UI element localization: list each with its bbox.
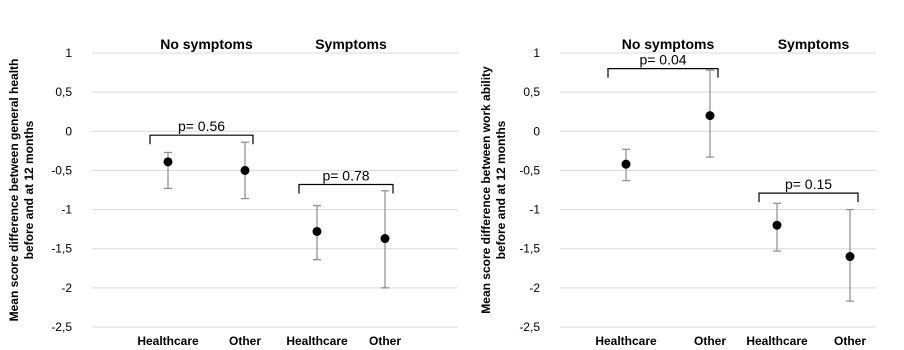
y-tick-label: -2,5 bbox=[51, 320, 72, 334]
x-category-label: Other bbox=[229, 334, 261, 348]
mean-point bbox=[845, 252, 855, 262]
y-tick-label: -2,5 bbox=[519, 320, 540, 334]
significance-bracket bbox=[758, 192, 859, 203]
y-axis-label: Mean score difference between general he… bbox=[7, 59, 21, 322]
y-axis-label: Mean score difference between work abili… bbox=[479, 66, 493, 314]
mean-point bbox=[621, 159, 631, 169]
chart-panel-1: 1 0,5 0 -0,5 -1 -1,5 -2 -2,5 Mean score differen… bbox=[7, 36, 458, 348]
y-axis-label: before and at 12 months bbox=[22, 120, 36, 259]
mean-point bbox=[312, 226, 322, 236]
x-category-label: Healthcare bbox=[137, 334, 199, 348]
mean-point bbox=[240, 165, 250, 175]
x-category-label: Other bbox=[369, 334, 401, 348]
y-tick-label: -1 bbox=[61, 203, 72, 217]
x-category-label: Other bbox=[694, 334, 726, 348]
y-tick-label: -1,5 bbox=[51, 242, 72, 256]
group-title: Symptoms bbox=[315, 36, 387, 52]
x-category-label: Healthcare bbox=[746, 334, 808, 348]
y-tick-label: 0,5 bbox=[55, 85, 72, 99]
y-tick-label: 1 bbox=[65, 46, 72, 60]
y-tick-label: -1 bbox=[529, 203, 540, 217]
p-value-label: p= 0.04 bbox=[639, 52, 686, 68]
group-title: No symptoms bbox=[622, 36, 715, 52]
y-tick-label: 1 bbox=[533, 46, 540, 60]
y-tick-label: -1,5 bbox=[519, 242, 540, 256]
y-axis-label: before and at 12 months bbox=[494, 120, 508, 259]
x-category-label: Other bbox=[834, 334, 866, 348]
y-tick-label: -2 bbox=[529, 281, 540, 295]
significance-bracket bbox=[607, 68, 719, 78]
y-tick-label: 0 bbox=[65, 124, 72, 138]
y-tick-label: 0,5 bbox=[523, 85, 540, 99]
y-tick-label: -0,5 bbox=[51, 163, 72, 177]
p-value-label: p= 0.78 bbox=[322, 168, 369, 184]
mean-point bbox=[705, 111, 715, 121]
chart-panel-2: 1 0,5 0 -0,5 -1 -1,5 -2 -2,5 Mean score differen… bbox=[479, 36, 876, 348]
p-value-label: p= 0.56 bbox=[178, 118, 225, 134]
y-tick-label: -2 bbox=[61, 281, 72, 295]
mean-point bbox=[380, 234, 390, 244]
mean-point bbox=[772, 220, 782, 230]
significance-bracket bbox=[298, 183, 394, 194]
group-title: No symptoms bbox=[160, 36, 253, 52]
mean-point bbox=[163, 157, 173, 167]
significance-bracket bbox=[149, 134, 254, 145]
x-category-label: Healthcare bbox=[595, 334, 657, 348]
y-tick-label: 0 bbox=[533, 124, 540, 138]
x-category-label: Healthcare bbox=[286, 334, 348, 348]
group-title: Symptoms bbox=[778, 36, 850, 52]
y-tick-label: -0,5 bbox=[519, 163, 540, 177]
p-value-label: p= 0.15 bbox=[785, 176, 832, 192]
